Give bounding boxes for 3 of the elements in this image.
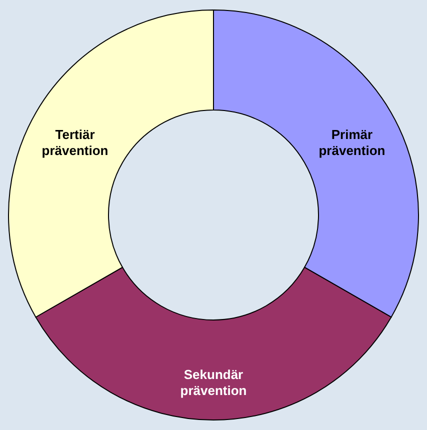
slice-label: Tertiär prävention: [42, 126, 108, 158]
slice-label: Sekundär prävention: [180, 367, 247, 398]
slice-label: Primär prävention: [318, 126, 386, 158]
